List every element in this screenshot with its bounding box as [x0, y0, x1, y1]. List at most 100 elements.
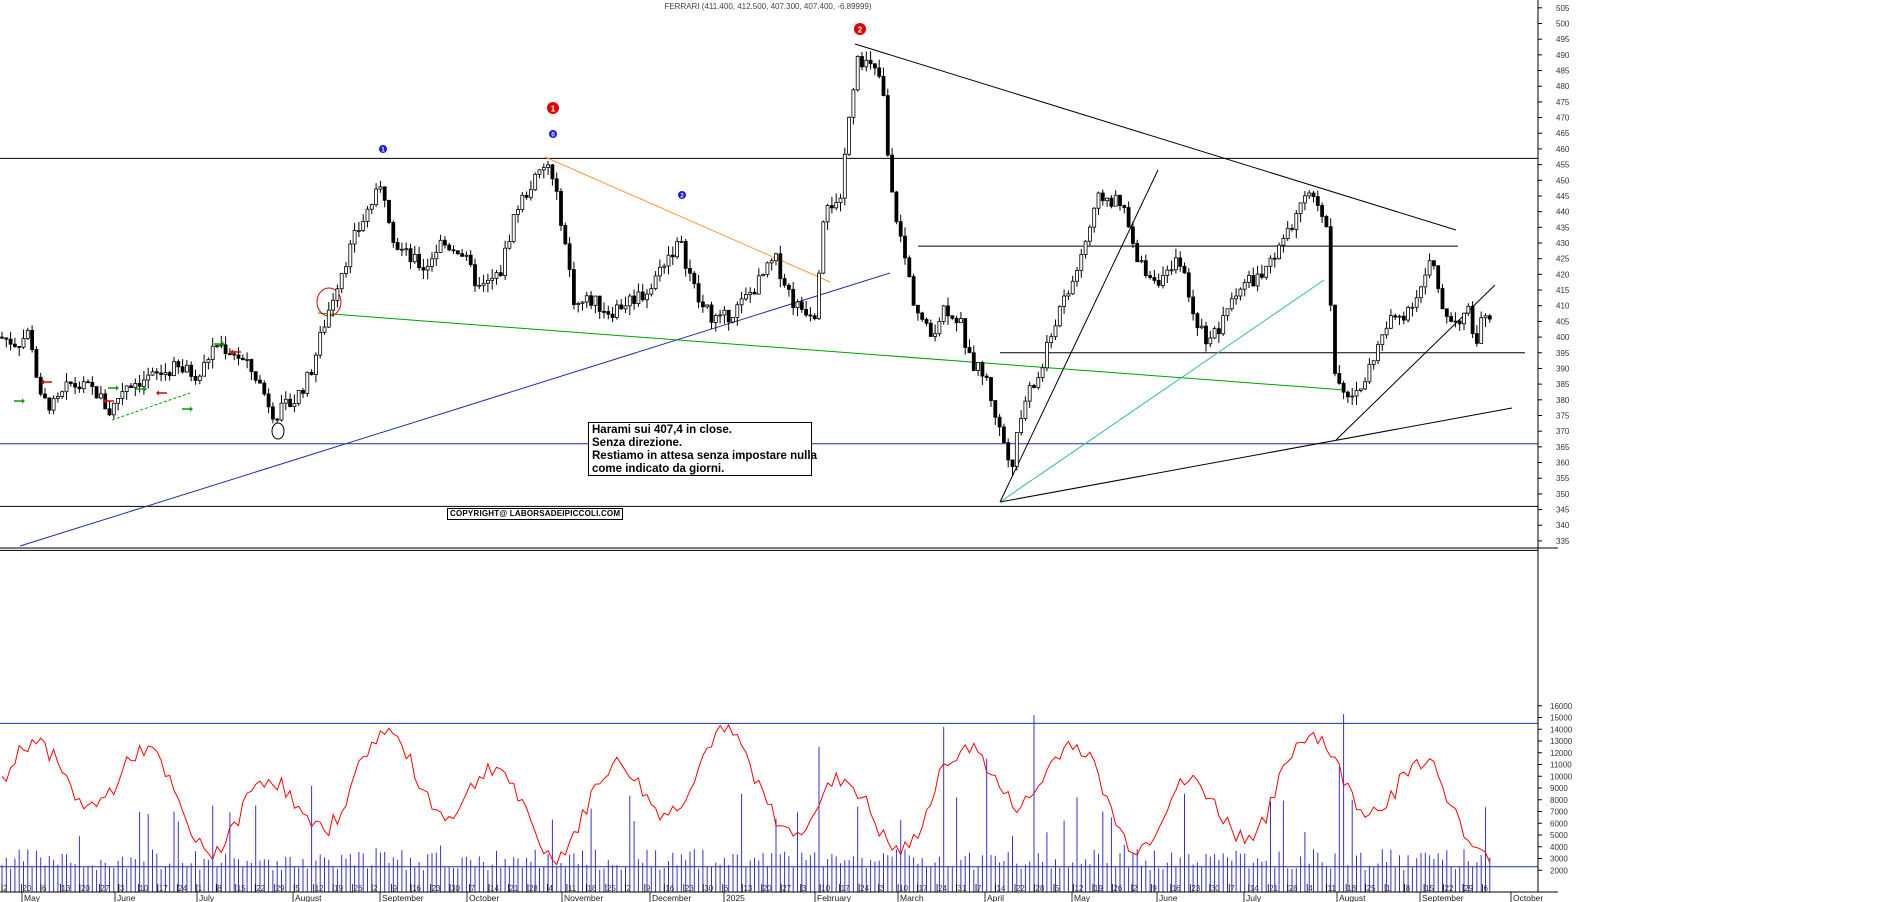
candle-body — [266, 393, 271, 408]
candle-body — [563, 224, 568, 245]
x-month-label: March — [900, 893, 924, 902]
candle-body — [1376, 344, 1380, 362]
candle-body — [645, 293, 649, 301]
candle-body — [279, 402, 284, 421]
candle-body — [812, 315, 817, 320]
price-tick-label: 470 — [1556, 114, 1570, 123]
candle-body — [744, 294, 748, 300]
price-tick-label: 390 — [1556, 364, 1570, 373]
x-day-label: 9 — [1152, 884, 1157, 893]
x-day-label: 15 — [237, 884, 246, 893]
candle-body — [1337, 373, 1342, 384]
candle-body — [916, 304, 920, 314]
candle-body — [1406, 307, 1410, 321]
x-day-label: 8 — [1406, 884, 1411, 893]
candle-body — [1182, 265, 1187, 274]
x-day-label: 14 — [997, 884, 1006, 893]
x-month-label: August — [1339, 893, 1366, 902]
price-tick-label: 425 — [1556, 255, 1570, 264]
price-tick-label: 490 — [1556, 51, 1570, 60]
candle-body — [1479, 317, 1484, 344]
candle-body — [1294, 213, 1299, 230]
candle-body — [77, 386, 82, 390]
candle-body — [288, 398, 293, 408]
candle-body — [1088, 226, 1092, 242]
x-day-label: 17 — [919, 884, 928, 893]
x-day-label: 28 — [1035, 884, 1044, 893]
note-line-1: Harami sui 407,4 in close. — [592, 424, 732, 436]
candle-body — [399, 248, 404, 251]
candle-body — [885, 95, 890, 156]
candle-body — [1414, 297, 1419, 308]
candle-body — [1440, 288, 1445, 310]
price-tick-label: 445 — [1556, 192, 1570, 201]
x-day-label: 7 — [977, 884, 982, 893]
candle-body — [1036, 377, 1041, 388]
x-month-label: June — [117, 893, 136, 902]
candle-body — [1186, 272, 1191, 298]
price-tick-label: 460 — [1556, 145, 1570, 154]
candle-body — [572, 269, 576, 305]
x-day-label: 17 — [159, 884, 168, 893]
candle-body — [1057, 306, 1062, 327]
candle-body — [546, 164, 550, 168]
candle-body — [206, 359, 211, 363]
candle-body — [877, 67, 882, 77]
x-day-label: 8 — [217, 884, 222, 893]
candle-body — [477, 284, 482, 287]
candle-body — [989, 377, 993, 401]
candle-body — [606, 311, 611, 315]
volume-tick-label: 2000 — [1550, 866, 1568, 875]
price-tick-label: 345 — [1556, 506, 1570, 515]
candle-body — [1014, 432, 1019, 467]
candle-body — [322, 326, 327, 333]
candle-body — [1199, 325, 1204, 329]
x-day-label: 27 — [100, 884, 109, 893]
candle-body — [1432, 260, 1436, 267]
candle-body — [731, 317, 735, 323]
candle-body — [305, 371, 310, 394]
x-month-label: December — [652, 893, 691, 902]
candle-body — [1096, 192, 1101, 209]
candle-body — [1143, 260, 1148, 276]
candle-body — [240, 357, 245, 361]
candle-body — [567, 243, 572, 271]
candle-body — [184, 364, 189, 373]
candle-body — [1307, 192, 1312, 197]
x-month-label: April — [987, 893, 1004, 902]
volume-tick-label: 11000 — [1550, 761, 1572, 770]
x-day-label: 6 — [724, 884, 729, 893]
note-line-2: Senza direzione. — [592, 437, 683, 449]
candle-body — [649, 288, 654, 295]
x-day-label: 15 — [1425, 884, 1434, 893]
candle-body — [283, 398, 288, 404]
x-day-label: 11 — [568, 884, 577, 893]
candle-body — [1131, 226, 1135, 244]
candle-body — [176, 361, 181, 368]
candle-body — [86, 381, 90, 384]
candle-body — [864, 59, 869, 68]
candle-body — [344, 266, 348, 274]
candle-body — [498, 272, 503, 276]
candle-body — [296, 389, 301, 404]
candle-body — [438, 239, 443, 253]
candle-body — [4, 337, 9, 340]
candle-body — [374, 188, 379, 206]
x-day-label: 3 — [120, 884, 125, 893]
candle-body — [1105, 197, 1109, 202]
candle-body — [129, 385, 133, 388]
candle-body — [1229, 298, 1234, 310]
volume-tick-label: 10000 — [1550, 772, 1573, 781]
candle-body — [860, 56, 864, 68]
candle-body — [1475, 333, 1479, 344]
x-month-label: August — [295, 893, 322, 902]
candle-body — [941, 305, 946, 322]
candle-body — [696, 283, 701, 303]
volume-tick-label: 13000 — [1550, 737, 1573, 746]
copyright-label: COPYRIGHT@ LABORSADEIPICCOLI.COM — [447, 508, 624, 520]
price-tick-label: 480 — [1556, 82, 1570, 91]
candle-body — [726, 309, 731, 323]
x-day-label: 10 — [821, 884, 830, 893]
candle-body — [507, 241, 512, 249]
